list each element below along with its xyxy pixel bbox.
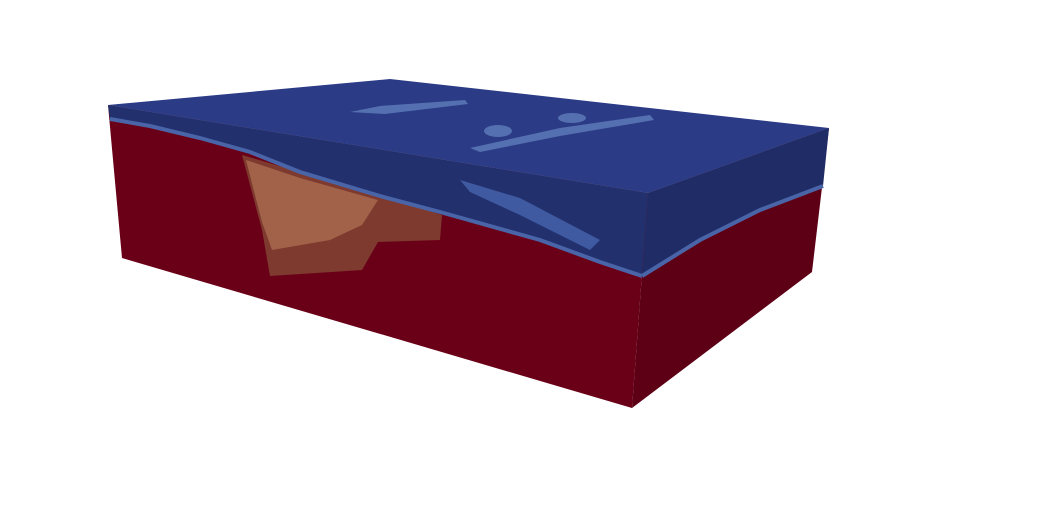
top-face — [108, 79, 829, 193]
front-streak — [460, 180, 600, 250]
top-spot-2 — [558, 113, 586, 123]
top-streak-2 — [470, 115, 654, 152]
front-water — [108, 105, 648, 276]
top-spot-1 — [484, 125, 512, 137]
top-streak-1 — [350, 100, 468, 114]
plume-inner — [246, 160, 378, 250]
front-interface — [109, 117, 643, 278]
right-water — [642, 128, 829, 276]
right-interface — [640, 184, 824, 278]
